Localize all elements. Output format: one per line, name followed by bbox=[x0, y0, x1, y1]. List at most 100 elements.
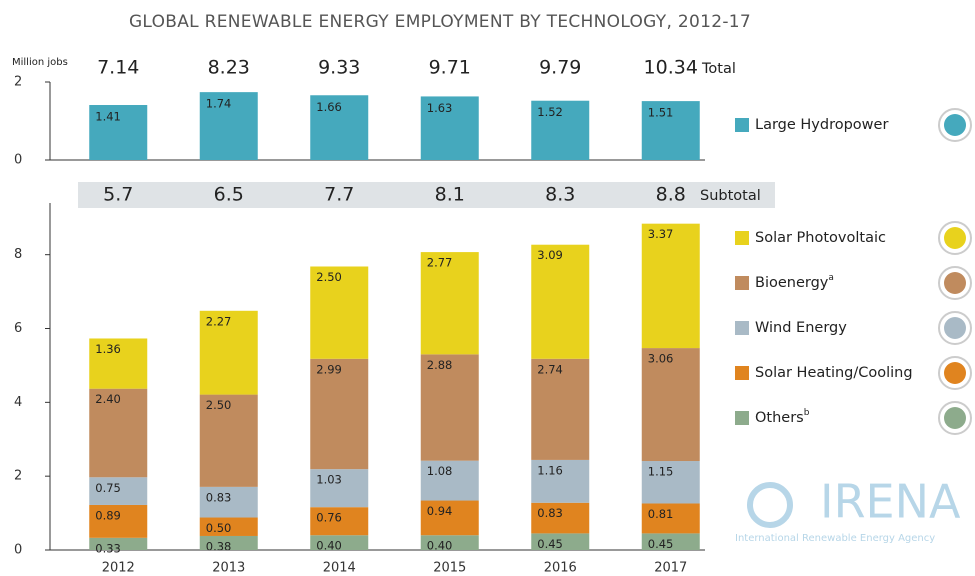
y-tick-label: 0 bbox=[14, 543, 22, 558]
value-label: 1.15 bbox=[648, 465, 674, 479]
bar-segment bbox=[420, 460, 479, 501]
subtotal-value: 7.7 bbox=[324, 184, 354, 206]
value-label: 1.52 bbox=[537, 105, 563, 119]
legend-note: a bbox=[828, 273, 834, 283]
total-value: 9.71 bbox=[429, 57, 471, 79]
value-label: 0.81 bbox=[648, 507, 674, 521]
value-label: 2.50 bbox=[206, 398, 232, 412]
value-label: 0.45 bbox=[648, 537, 674, 551]
y-tick-label: 2 bbox=[14, 75, 22, 90]
subtotal-value: 6.5 bbox=[214, 184, 244, 206]
value-label: 1.16 bbox=[537, 463, 563, 477]
bar-segment bbox=[641, 533, 700, 550]
value-label: 2.27 bbox=[206, 314, 232, 328]
subtotal-label: Subtotal bbox=[700, 188, 761, 204]
x-tick-label: 2017 bbox=[654, 561, 687, 576]
legend-name: Solar Photovoltaic bbox=[755, 230, 886, 246]
legend-note: b bbox=[804, 408, 810, 418]
x-tick-label: 2012 bbox=[102, 561, 135, 576]
value-label: 1.36 bbox=[95, 342, 121, 356]
subtotal-value: 8.1 bbox=[435, 184, 465, 206]
y-tick-label: 8 bbox=[14, 247, 22, 262]
legend-name: Solar Heating/Cooling bbox=[755, 365, 913, 381]
bar-segment bbox=[199, 535, 258, 550]
value-label: 2.50 bbox=[316, 270, 342, 284]
legend-swatch bbox=[735, 411, 749, 425]
y-tick-label: 0 bbox=[14, 153, 22, 168]
total-value: 8.23 bbox=[208, 57, 250, 79]
legend-swatch bbox=[735, 321, 749, 335]
legend-icon bbox=[944, 227, 966, 249]
subtotal-value: 8.3 bbox=[545, 184, 575, 206]
bar-segment bbox=[531, 358, 590, 460]
logo-mark bbox=[747, 482, 793, 528]
legend-icon bbox=[944, 272, 966, 294]
total-value: 10.34 bbox=[644, 57, 698, 79]
legend-label: Othersb bbox=[755, 408, 810, 427]
value-label: 0.40 bbox=[316, 539, 342, 553]
value-label: 2.40 bbox=[95, 392, 121, 406]
value-label: 2.74 bbox=[537, 362, 563, 376]
legend-swatch bbox=[735, 231, 749, 245]
legend-label: Solar Photovoltaic bbox=[755, 230, 886, 246]
bar-segment bbox=[89, 504, 148, 538]
chart-title: GLOBAL RENEWABLE ENERGY EMPLOYMENT BY TE… bbox=[129, 12, 751, 32]
legend-icon bbox=[944, 362, 966, 384]
value-label: 3.37 bbox=[648, 227, 674, 241]
subtotal-value: 8.8 bbox=[656, 184, 686, 206]
bar-segment bbox=[531, 244, 590, 359]
bar-segment bbox=[310, 507, 369, 536]
value-label: 1.74 bbox=[206, 97, 232, 111]
bar-segment bbox=[641, 348, 700, 462]
value-label: 0.83 bbox=[537, 506, 563, 520]
subtotal-value: 5.7 bbox=[103, 184, 133, 206]
bar bbox=[89, 105, 148, 160]
bar-segment bbox=[89, 537, 148, 550]
bar bbox=[310, 95, 369, 160]
subtotal-band bbox=[78, 182, 775, 208]
bar-segment bbox=[531, 502, 590, 534]
value-label: 3.06 bbox=[648, 352, 674, 366]
total-value: 7.14 bbox=[97, 57, 139, 79]
bar bbox=[641, 101, 700, 160]
value-label: 1.08 bbox=[427, 464, 453, 478]
bar bbox=[531, 100, 590, 160]
y-tick-label: 2 bbox=[14, 469, 22, 484]
value-label: 0.83 bbox=[206, 490, 232, 504]
x-tick-label: 2013 bbox=[212, 561, 245, 576]
value-label: 0.45 bbox=[537, 537, 563, 551]
value-label: 0.33 bbox=[95, 541, 121, 555]
y-tick-label: 6 bbox=[14, 321, 22, 336]
value-label: 0.94 bbox=[427, 504, 453, 518]
legend-label: Large Hydropower bbox=[755, 117, 888, 133]
value-label: 1.51 bbox=[648, 106, 674, 120]
value-label: 1.03 bbox=[316, 473, 342, 487]
bar-segment bbox=[420, 354, 479, 461]
bar-segment bbox=[310, 266, 369, 359]
value-label: 0.76 bbox=[316, 511, 342, 525]
bar-segment bbox=[199, 517, 258, 536]
bar-segment bbox=[641, 223, 700, 349]
bar-segment bbox=[199, 310, 258, 395]
legend-icon bbox=[944, 317, 966, 339]
legend-label: Wind Energy bbox=[755, 320, 847, 336]
bar-segment bbox=[420, 252, 479, 355]
bar-segment bbox=[641, 503, 700, 534]
value-label: 2.88 bbox=[427, 358, 453, 372]
x-tick-label: 2015 bbox=[433, 561, 466, 576]
bar-segment bbox=[641, 461, 700, 504]
value-label: 2.99 bbox=[316, 362, 342, 376]
legend-name: Bioenergy bbox=[755, 275, 829, 291]
total-value: 9.79 bbox=[539, 57, 581, 79]
bar-segment bbox=[420, 500, 479, 536]
bar-segment bbox=[310, 469, 369, 508]
value-label: 0.50 bbox=[206, 521, 232, 535]
legend-swatch bbox=[735, 118, 749, 132]
legend-label: Solar Heating/Cooling bbox=[755, 365, 913, 381]
logo-text: IRENA bbox=[820, 475, 961, 529]
logo-tagline: International Renewable Energy Agency bbox=[735, 533, 935, 544]
legend-swatch bbox=[735, 366, 749, 380]
bar bbox=[420, 96, 479, 160]
bar-segment bbox=[310, 358, 369, 470]
